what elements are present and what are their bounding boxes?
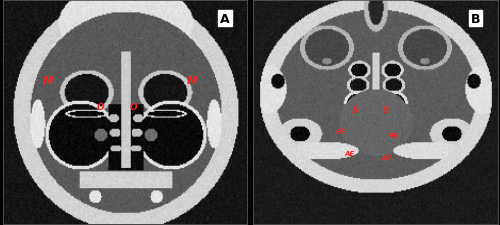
Text: O: O — [96, 102, 104, 111]
Text: O: O — [130, 102, 137, 111]
Text: S: S — [352, 106, 358, 115]
Text: PE: PE — [388, 133, 398, 139]
Text: S: S — [384, 106, 390, 115]
Text: A: A — [220, 12, 230, 25]
Text: AE: AE — [381, 154, 392, 160]
Text: M: M — [42, 75, 53, 85]
Text: B: B — [471, 12, 480, 25]
Text: AE: AE — [344, 151, 354, 157]
Text: PE: PE — [336, 128, 346, 134]
Text: M: M — [187, 75, 197, 85]
